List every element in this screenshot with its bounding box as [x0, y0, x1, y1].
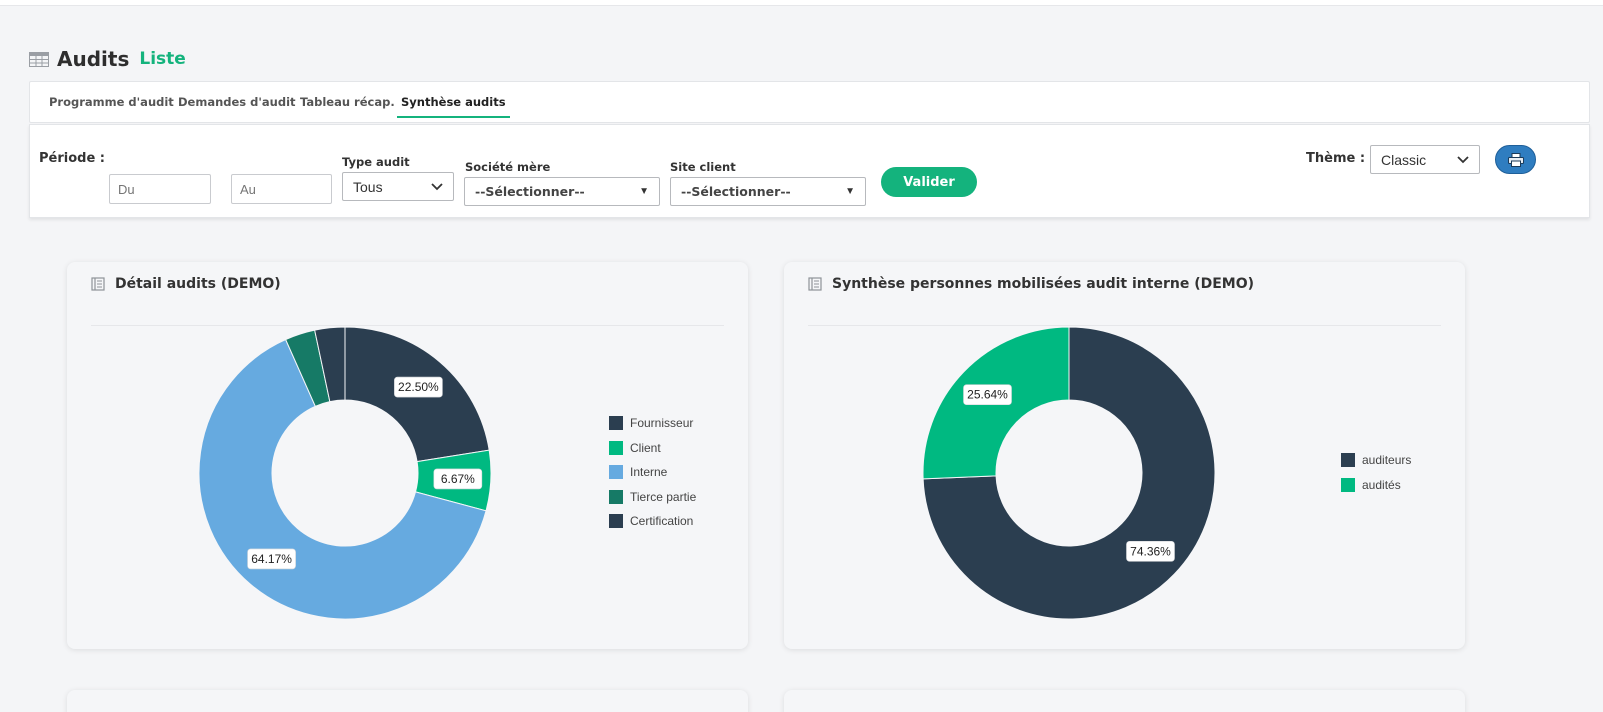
legend-item-fournisseur[interactable]: Fournisseur — [609, 411, 696, 436]
card-header: Synthèse personnes mobilisées audit inte… — [808, 276, 1441, 326]
periode-label: Période : — [39, 151, 105, 166]
slice-certification[interactable] — [314, 326, 346, 403]
svg-text:64.17%: 64.17% — [251, 552, 292, 566]
chart-card-detail-audits: Détail audits (DEMO) 22.50% 6.67% 64.17% F… — [67, 262, 748, 649]
tabs-bar: Programme d'audit Demandes d'audit Table… — [29, 81, 1590, 123]
top-bar — [0, 0, 1603, 6]
legend-label: Tierce partie — [630, 489, 697, 504]
svg-text:22.50%: 22.50% — [398, 380, 439, 394]
date-to-input[interactable] — [231, 174, 332, 204]
tab-tableau-recap[interactable]: Tableau récap. — [300, 95, 395, 109]
legend-label: Interne — [630, 465, 668, 480]
print-button[interactable] — [1495, 145, 1536, 174]
caret-down-icon: ▼ — [639, 186, 649, 197]
tab-programme-audit[interactable]: Programme d'audit — [49, 95, 174, 109]
caret-down-icon: ▼ — [845, 186, 855, 197]
chart-legend: auditeurs audités — [1341, 448, 1411, 497]
legend-item-interne[interactable]: Interne — [609, 460, 696, 485]
legend-swatch — [609, 465, 623, 480]
data-label: 64.17% — [247, 548, 296, 570]
chart-card-partial — [67, 690, 748, 712]
data-label: 25.64% — [963, 384, 1012, 406]
chart-title: Détail audits (DEMO) — [115, 275, 281, 292]
legend-swatch — [609, 489, 623, 504]
data-label: 6.67% — [433, 468, 483, 490]
book-icon — [808, 276, 822, 291]
type-audit-label: Type audit — [342, 155, 410, 169]
filter-panel: Période : Type audit Tous Société mère -… — [29, 124, 1590, 218]
type-audit-select[interactable]: Tous — [342, 172, 454, 201]
theme-value: Classic — [1381, 151, 1427, 168]
legend-label: Fournisseur — [630, 416, 694, 431]
theme-select[interactable]: Classic — [1370, 145, 1480, 174]
chevron-down-icon — [431, 182, 443, 190]
legend-swatch — [1341, 453, 1355, 468]
book-icon — [91, 276, 105, 291]
chart-card-synthese-personnes: Synthèse personnes mobilisées audit inte… — [784, 262, 1465, 649]
page-subtitle: Liste — [139, 49, 186, 69]
valider-button[interactable]: Valider — [881, 167, 977, 197]
chart-legend: Fournisseur Client Interne Tierce partie Cer… — [609, 411, 696, 534]
societe-mere-label: Société mère — [465, 160, 551, 174]
legend-item-auditeurs[interactable]: auditeurs — [1341, 448, 1411, 473]
legend-swatch — [609, 514, 623, 529]
legend-label: Certification — [630, 514, 694, 529]
legend-label: auditeurs — [1362, 453, 1412, 468]
printer-icon — [1507, 152, 1524, 167]
legend-item-tierce-partie[interactable]: Tierce partie — [609, 485, 696, 510]
donut-chart-synthese-personnes: 74.36% 25.64% — [922, 326, 1216, 620]
societe-mere-select[interactable]: --Sélectionner-- ▼ — [464, 177, 660, 206]
site-client-value: --Sélectionner-- — [681, 184, 791, 199]
legend-label: Client — [630, 440, 661, 455]
theme-label: Thème : — [1306, 151, 1366, 166]
legend-swatch — [1341, 477, 1355, 492]
svg-text:25.64%: 25.64% — [967, 388, 1008, 402]
site-client-select[interactable]: --Sélectionner-- ▼ — [670, 177, 866, 206]
svg-text:74.36%: 74.36% — [1130, 544, 1171, 558]
legend-swatch — [609, 416, 623, 431]
site-client-label: Site client — [670, 160, 736, 174]
svg-text:6.67%: 6.67% — [441, 472, 475, 486]
legend-item-client[interactable]: Client — [609, 436, 696, 461]
legend-label: audités — [1362, 477, 1401, 492]
type-audit-value: Tous — [353, 178, 383, 195]
tab-demandes-audit[interactable]: Demandes d'audit — [178, 95, 296, 109]
data-label: 74.36% — [1126, 540, 1175, 562]
chevron-down-icon — [1457, 155, 1469, 163]
donut-chart-detail-audits: 22.50% 6.67% 64.17% — [198, 326, 492, 620]
table-icon — [29, 51, 49, 67]
chart-title: Synthèse personnes mobilisées audit inte… — [832, 275, 1255, 292]
page-header: Audits Liste — [29, 46, 186, 72]
card-header: Détail audits (DEMO) — [91, 276, 724, 326]
societe-mere-value: --Sélectionner-- — [475, 184, 585, 199]
legend-item-certification[interactable]: Certification — [609, 509, 696, 534]
chart-card-partial — [784, 690, 1465, 712]
date-from-input[interactable] — [109, 174, 211, 204]
tab-synthese-audits[interactable]: Synthèse audits — [397, 95, 510, 118]
data-label: 22.50% — [394, 376, 443, 398]
page-title: Audits — [57, 47, 130, 71]
legend-item-audités[interactable]: audités — [1341, 473, 1411, 498]
legend-swatch — [609, 440, 623, 455]
